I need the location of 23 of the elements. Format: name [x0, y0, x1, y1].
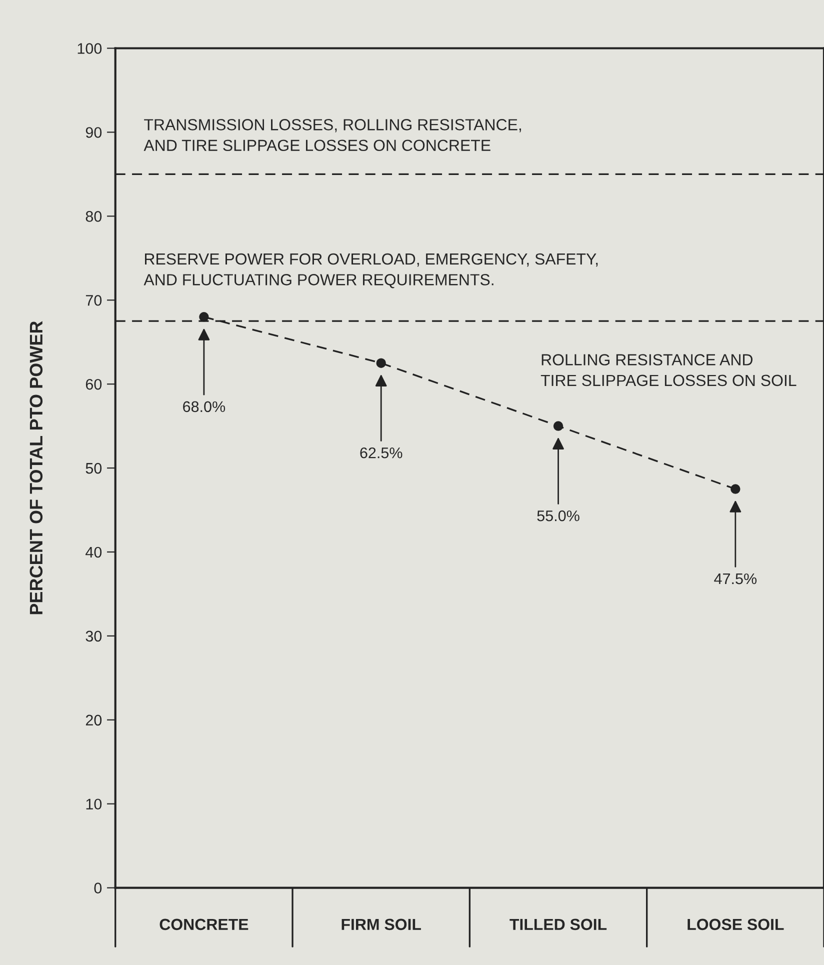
annotation: TRANSMISSION LOSSES, ROLLING RESISTANCE, AND TIRE SLIPPAGE LOSSES ON CONCRETE [144, 119, 521, 152]
y-tick-label: 10 [86, 798, 102, 810]
y-axis-title: PERCENT OF TOTAL PTO POWER [30, 321, 43, 614]
y-tick-label: 60 [86, 378, 102, 390]
annotation: ROLLING RESISTANCE AND TIRE SLIPPAGE LOSSES ON SOIL [540, 354, 796, 386]
y-tick-label: 40 [86, 546, 102, 558]
x-tick-label: FIRM SOIL [342, 918, 421, 930]
y-tick-label: 80 [86, 211, 102, 222]
annotation: RESERVE POWER FOR OVERLOAD, EMERGENCY, SAFETY, AND FLUCTUATING POWER REQUIREMENTS. [144, 253, 598, 288]
x-tick-label: CONCRETE [160, 918, 248, 930]
y-tick-label: 50 [86, 462, 102, 474]
y-tick-label: 90 [86, 127, 102, 138]
x-tick-label: LOOSE SOIL [688, 918, 784, 930]
y-tick-label: 70 [86, 294, 102, 306]
text: 62.5% [360, 447, 402, 458]
y-tick-label: 100 [78, 43, 102, 54]
text: 55.0% [537, 510, 580, 522]
y-tick-label: 30 [86, 630, 102, 642]
y-tick-label: 20 [86, 714, 102, 726]
text: 47.5% [714, 573, 757, 584]
y-tick-label: 0 [94, 882, 102, 894]
text: 68.0% [183, 401, 226, 412]
x-tick-label: TILLED SOIL [510, 918, 607, 930]
